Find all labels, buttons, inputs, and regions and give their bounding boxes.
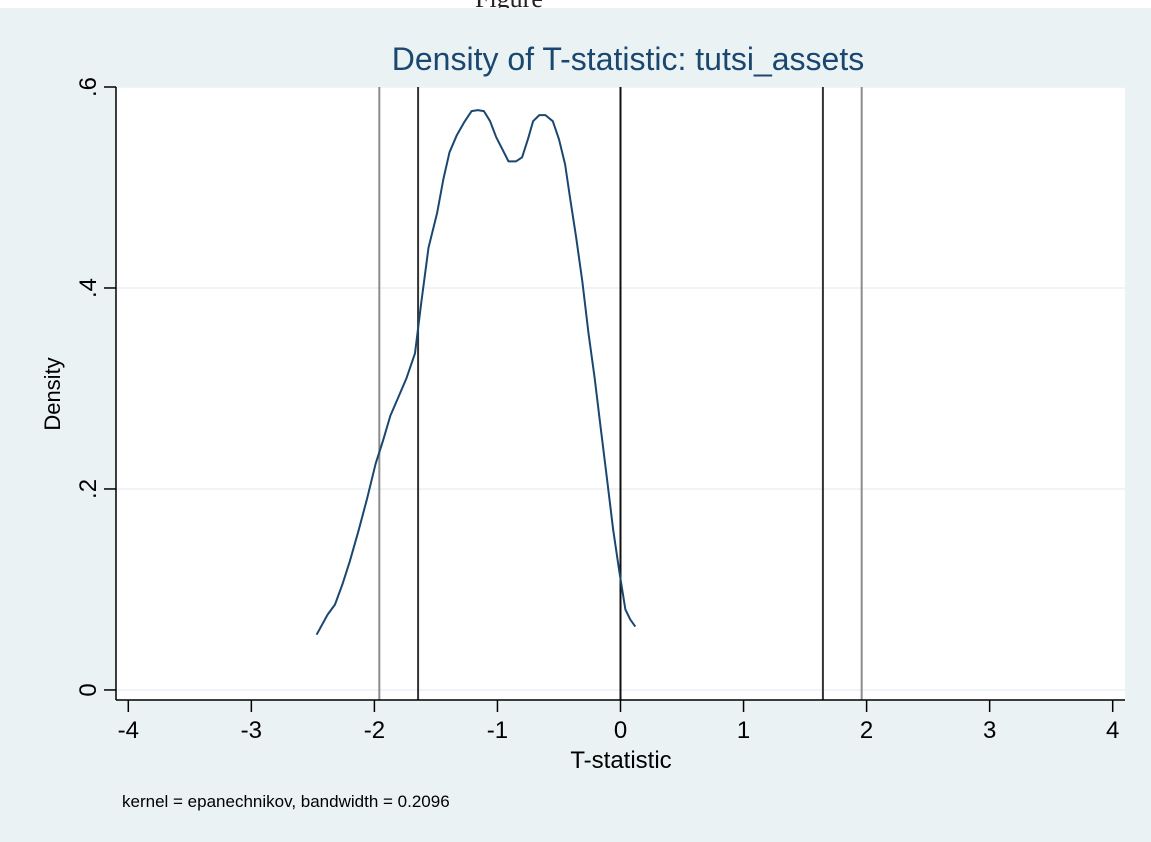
- y-tick-label: 0: [75, 683, 102, 696]
- x-axis-ticks: -4 -3 -2 -1 0 1 2 3 4: [118, 700, 1119, 744]
- y-axis-ticks: 0 .2 .4 .6: [75, 77, 116, 697]
- x-tick-label: 0: [614, 717, 627, 744]
- cropped-top-text: Figure: [0, 0, 1151, 8]
- chart-title: Density of T-statistic: tutsi_assets: [392, 41, 864, 77]
- x-tick-label: 2: [860, 717, 873, 744]
- x-tick-label: -4: [118, 717, 139, 744]
- y-tick-label: .4: [75, 278, 102, 298]
- x-tick-label: 4: [1106, 717, 1119, 744]
- x-tick-label: -1: [487, 717, 508, 744]
- y-tick-label: .6: [75, 77, 102, 97]
- chart-note: kernel = epanechnikov, bandwidth = 0.209…: [122, 792, 450, 811]
- x-axis-label: T-statistic: [570, 747, 671, 774]
- density-curve: [315, 109, 637, 636]
- y-tick-label: .2: [75, 479, 102, 499]
- reference-lines: [378, 87, 863, 700]
- y-axis-label: Density: [40, 357, 65, 430]
- cropped-top-label: Figure: [475, 0, 543, 8]
- x-tick-label: 3: [983, 717, 996, 744]
- x-tick-label: 1: [737, 717, 750, 744]
- x-tick-label: -2: [364, 717, 385, 744]
- x-tick-label: -3: [241, 717, 262, 744]
